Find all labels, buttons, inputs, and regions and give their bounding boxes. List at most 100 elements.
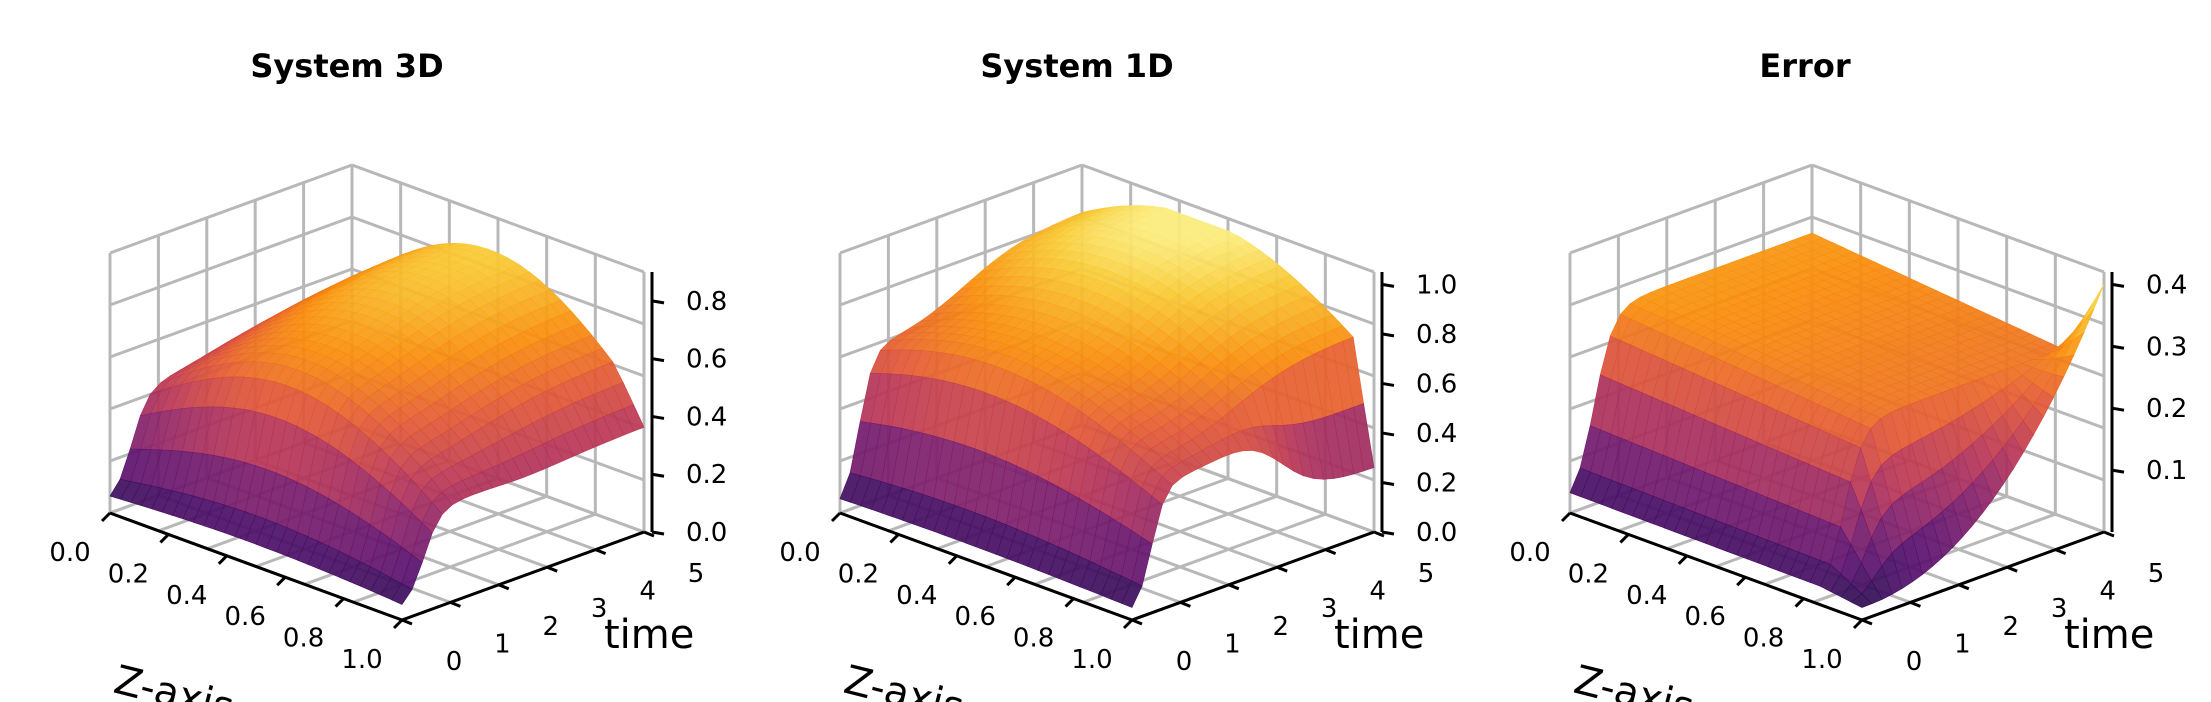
y-tick-label: 3 [591, 594, 608, 624]
z-tick-mark [2111, 468, 2125, 474]
y-axis-line [1861, 530, 2105, 622]
x-tick-label: 1.0 [1801, 645, 1842, 675]
z-tick-label: 0.1 [2146, 456, 2187, 486]
y-axis-line [401, 530, 645, 622]
grid-line [1081, 163, 1375, 274]
x-tick-mark [1852, 618, 1864, 630]
y-tick-mark [1909, 601, 1921, 608]
x-tick-label: 0.4 [1626, 581, 1667, 611]
y-tick-mark [595, 548, 607, 555]
y-tick-label: 4 [639, 577, 656, 607]
surface [1569, 232, 2105, 608]
x-axis-label: Z-axis [110, 657, 239, 702]
y-tick-mark [643, 530, 655, 538]
y-tick-mark [498, 583, 510, 591]
x-tick-label: 0.0 [779, 538, 820, 568]
z-tick-mark [651, 530, 665, 536]
x-tick-label: 0.8 [1013, 624, 1054, 654]
y-tick-label: 4 [2099, 577, 2116, 607]
x-tick-mark [100, 511, 112, 523]
grid-line [1569, 215, 1813, 307]
y-tick-mark [401, 618, 413, 626]
x-axis-line [839, 511, 1133, 622]
x-tick-mark [1064, 597, 1075, 608]
y-tick-label: 2 [2003, 612, 2020, 642]
z-tick-label: 0.6 [1416, 369, 1457, 399]
z-tick-label: 0.2 [2146, 394, 2187, 424]
x-tick-mark [830, 511, 842, 523]
x-tick-label: 0.6 [225, 602, 266, 632]
x-tick-label: 0.4 [896, 581, 937, 611]
surface-patch [391, 583, 413, 605]
y-tick-mark [546, 565, 558, 573]
z-tick-mark [1381, 431, 1395, 437]
y-tick-mark [1861, 618, 1873, 626]
chart-title: System 3D [250, 47, 443, 85]
z-tick-label: 0.0 [686, 518, 727, 548]
z-tick-label: 0.8 [686, 287, 727, 317]
y-axis-label: time [1334, 612, 1424, 658]
x-tick-label: 0.8 [283, 624, 324, 654]
x-tick-label: 0.2 [1568, 559, 1609, 589]
x-tick-label: 0.6 [1685, 602, 1726, 632]
x-axis-line [109, 511, 403, 622]
x-tick-mark [1794, 597, 1805, 608]
z-tick-mark [2111, 406, 2125, 412]
z-tick-label: 0.4 [2146, 270, 2187, 300]
y-tick-label: 0 [1176, 647, 1193, 677]
z-tick-mark [651, 357, 665, 363]
y-tick-label: 2 [1273, 612, 1290, 642]
y-tick-mark [1373, 530, 1385, 538]
grid-line [109, 215, 353, 307]
x-tick-label: 0.6 [955, 602, 996, 632]
y-tick-label: 5 [1418, 559, 1435, 589]
y-tick-mark [1325, 548, 1337, 555]
z-tick-mark [651, 472, 665, 478]
y-tick-label: 1 [1954, 629, 1971, 659]
y-tick-label: 3 [1321, 594, 1338, 624]
chart-title: Error [1759, 47, 1850, 85]
z-tick-mark [1381, 480, 1395, 486]
panel-system-1d: System 1D 0.0 0.2 0.4 0.6 0.8 1.0 0 1 2 3 4 5 0.0 0.2… [779, 47, 1457, 702]
z-tick-label: 0.3 [2146, 332, 2187, 362]
y-tick-label: 0 [1906, 647, 1923, 677]
y-tick-label: 4 [1369, 577, 1386, 607]
surface [109, 242, 645, 605]
y-tick-mark [2103, 530, 2115, 538]
y-axis-line [1131, 530, 1375, 622]
z-tick-label: 0.4 [686, 402, 727, 432]
x-tick-mark [1006, 576, 1017, 587]
y-tick-label: 1 [494, 629, 511, 659]
z-tick-label: 0.8 [1416, 320, 1457, 350]
x-tick-mark [159, 533, 170, 544]
x-tick-mark [1736, 576, 1747, 587]
z-tick-label: 1.0 [1416, 270, 1457, 300]
surface-patch [1121, 580, 1143, 608]
x-tick-label: 0.0 [49, 538, 90, 568]
x-tick-mark [889, 533, 900, 544]
y-tick-label: 2 [543, 612, 560, 642]
grid-line [1811, 215, 2105, 326]
x-tick-mark [947, 554, 958, 565]
x-tick-mark [334, 597, 345, 608]
grid-line [351, 163, 645, 274]
grid-line [109, 267, 353, 359]
z-tick-mark [651, 414, 665, 420]
y-tick-mark [1179, 601, 1191, 608]
z-tick-mark [651, 299, 665, 305]
axes: 0.0 0.2 0.4 0.6 0.8 1.0 0 1 2 3 4 5 0.1 0.2 0.3 0.4 Z-ax… [1509, 270, 2187, 702]
y-tick-mark [449, 601, 461, 608]
y-tick-mark [2006, 565, 2018, 573]
z-tick-mark [1381, 381, 1395, 387]
y-tick-label: 0 [446, 647, 463, 677]
y-tick-mark [1228, 583, 1240, 591]
x-tick-mark [1677, 554, 1688, 565]
grid-line [839, 163, 1083, 255]
grid-line [109, 163, 353, 255]
z-tick-mark [2111, 282, 2125, 288]
y-tick-label: 5 [688, 559, 705, 589]
y-axis-label: time [604, 612, 694, 658]
grid-line [1569, 163, 1813, 255]
y-tick-mark [2055, 548, 2067, 555]
